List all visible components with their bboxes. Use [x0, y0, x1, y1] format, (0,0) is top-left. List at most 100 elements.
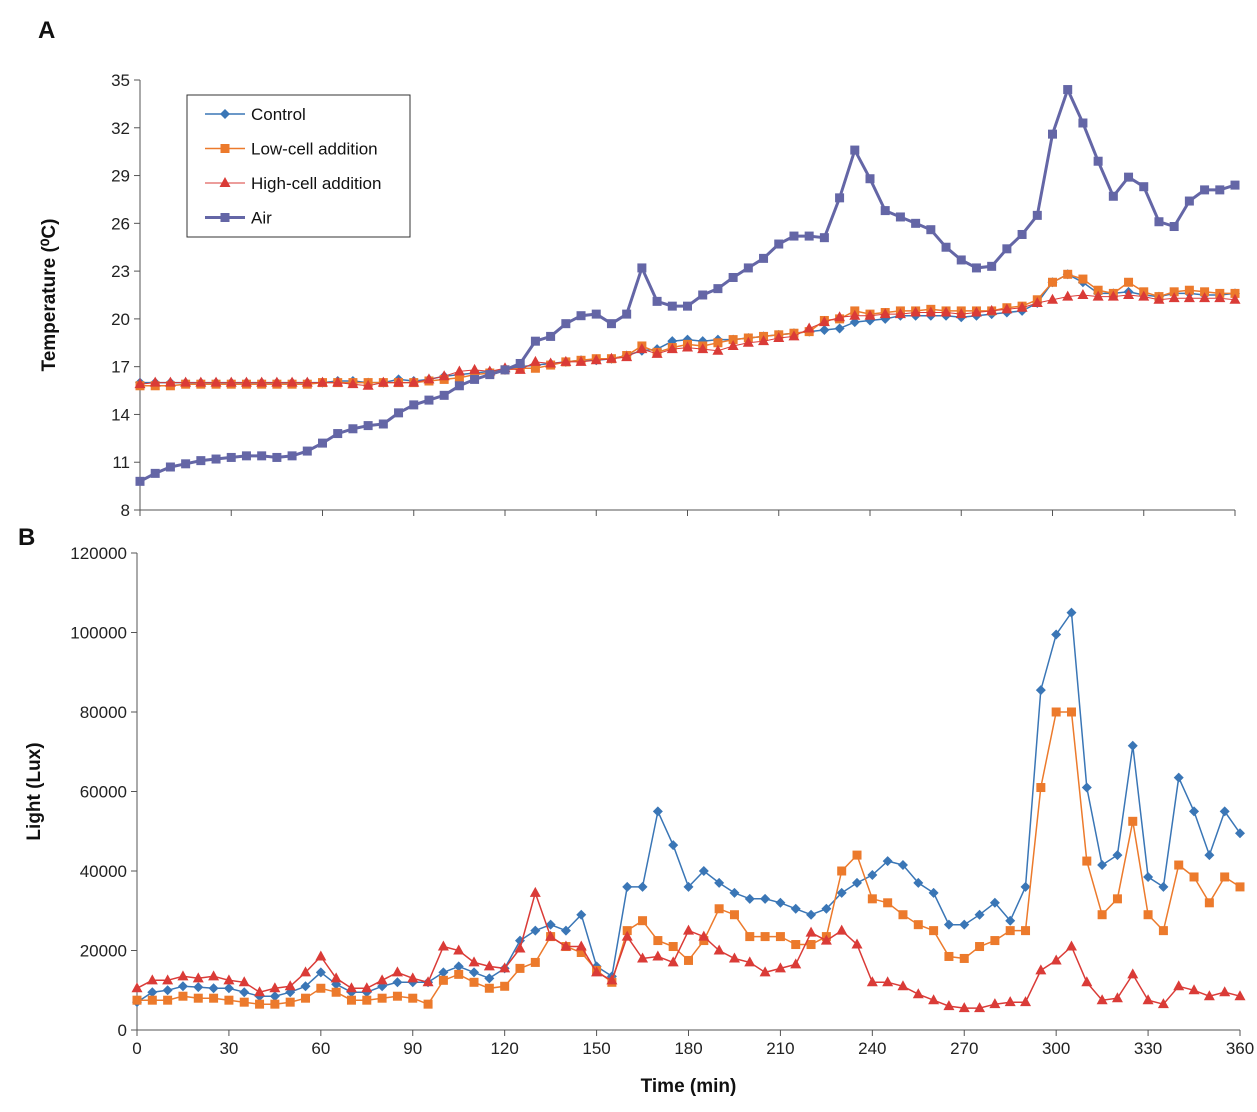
data-point [987, 261, 997, 271]
data-point [788, 330, 800, 341]
data-point [1154, 217, 1164, 227]
data-point [1081, 782, 1092, 793]
data-point [1189, 806, 1200, 817]
data-point [208, 983, 219, 994]
data-point [728, 335, 738, 345]
data-point [928, 887, 939, 898]
data-point [898, 910, 908, 920]
data-point [849, 309, 861, 320]
data-point [131, 982, 143, 993]
data-point [394, 408, 404, 418]
data-point [1001, 303, 1013, 314]
data-point [192, 972, 204, 983]
data-point [1124, 172, 1134, 182]
data-point [1143, 871, 1154, 882]
data-point [1173, 980, 1185, 991]
data-point [1047, 293, 1058, 304]
data-point [163, 995, 173, 1005]
data-point [408, 376, 420, 387]
data-point [1017, 229, 1027, 239]
data-point [1066, 707, 1076, 717]
data-point [377, 376, 389, 387]
data-point [974, 909, 985, 920]
data-point [684, 955, 693, 965]
x-tick-label: 360 [1226, 1039, 1254, 1058]
data-point [1157, 998, 1169, 1009]
data-point [361, 982, 373, 993]
data-point [575, 940, 587, 951]
data-point [346, 995, 356, 1005]
data-point [407, 972, 419, 983]
data-point [1203, 990, 1215, 1001]
data-point [392, 977, 403, 988]
data-point [805, 926, 817, 937]
data-point [1035, 685, 1046, 696]
x-tick-label: 30 [219, 1039, 238, 1058]
data-point [515, 358, 525, 368]
data-point [760, 893, 771, 904]
data-point [454, 381, 464, 391]
data-point [193, 993, 203, 1003]
data-point [652, 296, 662, 306]
data-point [683, 924, 694, 935]
data-point [149, 376, 161, 387]
data-point [576, 909, 587, 920]
data-point [1127, 968, 1139, 979]
data-point [913, 920, 923, 930]
data-point [606, 974, 618, 985]
series-line [140, 273, 1236, 384]
data-point [986, 304, 998, 315]
data-point [728, 272, 738, 282]
data-point [621, 930, 633, 941]
data-point [438, 967, 449, 978]
data-point [226, 452, 236, 462]
data-point [423, 999, 433, 1009]
legend-marker [220, 109, 230, 119]
data-point [514, 942, 526, 953]
data-point [240, 376, 252, 387]
data-point [850, 145, 860, 155]
data-point [774, 962, 786, 973]
data-point [1219, 986, 1231, 997]
data-point [667, 956, 679, 967]
data-point [926, 225, 936, 235]
data-point [1168, 292, 1180, 303]
data-point [837, 866, 847, 876]
data-point [545, 919, 556, 930]
data-point [347, 378, 359, 389]
data-point [760, 932, 770, 942]
data-point [1005, 926, 1015, 936]
data-point [698, 930, 710, 941]
data-point [363, 421, 373, 431]
data-point [989, 998, 1001, 1009]
data-point [545, 357, 557, 368]
legend-label: Control [251, 105, 306, 124]
data-point [913, 877, 924, 888]
x-tick-label: 180 [674, 1039, 702, 1058]
data-point [804, 231, 814, 241]
data-point [225, 376, 237, 387]
data-point [208, 970, 220, 981]
data-point [1204, 850, 1215, 861]
data-point [742, 336, 754, 347]
y-tick-label: 32 [111, 119, 130, 138]
data-point [910, 306, 922, 317]
data-point [911, 218, 921, 228]
data-point [880, 206, 890, 216]
data-point [882, 856, 893, 867]
data-point [682, 341, 693, 352]
data-point [668, 840, 679, 851]
data-point [454, 373, 464, 383]
data-point [743, 263, 753, 273]
data-point [851, 938, 863, 949]
data-point [1124, 277, 1134, 287]
data-point [318, 438, 327, 448]
data-point [453, 961, 464, 972]
data-point [713, 284, 723, 294]
data-point [162, 985, 173, 996]
data-point [1127, 740, 1138, 751]
data-point [1002, 244, 1012, 254]
data-point [164, 376, 176, 387]
data-point [819, 325, 830, 336]
data-point [333, 429, 343, 439]
